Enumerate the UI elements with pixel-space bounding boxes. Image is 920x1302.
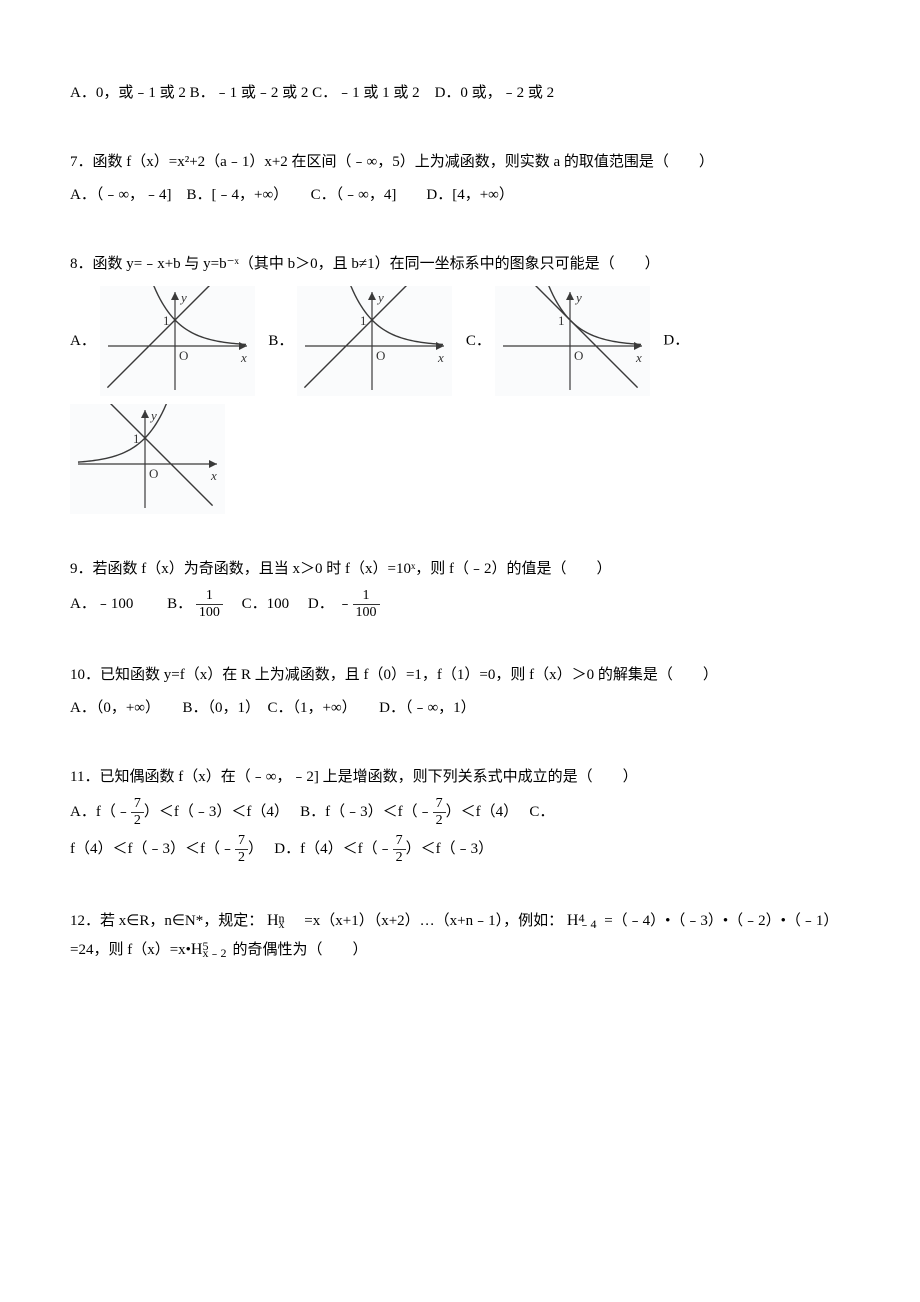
svg-text:O: O xyxy=(376,348,385,363)
q8-opt-c: C． y x O 1 xyxy=(466,286,650,396)
q12-d: 的奇偶性为（ ） xyxy=(232,942,367,958)
q12-stem: 12．若 x∈R，n∈N*，规定： Hnx =x（x+1）（x+2）…（x+n﹣… xyxy=(70,907,850,965)
q8-graph-row-2: y x O 1 xyxy=(70,404,850,514)
svg-text:x: x xyxy=(240,350,247,365)
q11-a-mid: ）＜f（﹣3）＜f（4） xyxy=(144,804,282,820)
graph-c: y x O 1 xyxy=(495,286,650,396)
q9-d: D． xyxy=(308,596,334,612)
svg-text:x: x xyxy=(437,350,444,365)
q11-line1: A．f（﹣72）＜f（﹣3）＜f（4） B．f（﹣3）＜f（﹣72）＜f（4） … xyxy=(70,797,850,828)
q11-c-post: ） xyxy=(248,841,256,857)
q11-d-frac: 72 xyxy=(393,834,406,865)
svg-text:O: O xyxy=(574,348,583,363)
svg-text:y: y xyxy=(574,290,582,305)
q12-a: 12．若 x∈R，n∈N*，规定： xyxy=(70,913,263,929)
q11-a-pre: A．f（﹣ xyxy=(70,804,131,820)
q9-frac-pos-d: 100 xyxy=(196,605,223,620)
graph-a: y x O 1 xyxy=(100,286,255,396)
svg-text:y: y xyxy=(376,290,384,305)
q8-opt-d: y x O 1 xyxy=(70,404,225,514)
question-11: 11．已知偶函数 f（x）在（﹣∞，﹣2] 上是增函数，则下列关系式中成立的是（… xyxy=(70,764,850,865)
q11-line2: f（4）＜f（﹣3）＜f（﹣72） D．f（4）＜f（﹣72）＜f（﹣3） xyxy=(70,834,850,865)
q11-d-mid: ）＜f（﹣3） xyxy=(406,841,494,857)
svg-text:1: 1 xyxy=(163,313,170,328)
q11-d-pre: D．f（4）＜f（﹣ xyxy=(274,841,392,857)
q12-b: =x（x+1）（x+2）…（x+n﹣1），例如： xyxy=(304,913,563,929)
q9-frac-neg-d: 100 xyxy=(353,605,380,620)
q9-stem: 9．若函数 f（x）为奇函数，且当 x＞0 时 f（x）=10ˣ，则 f（﹣2）… xyxy=(70,556,850,583)
q6-options: A．0，或﹣1 或 2 B．﹣1 或﹣2 或 2 C．﹣1 或 1 或 2 D．… xyxy=(70,80,850,107)
q10-options: A．（0，+∞） B．（0，1） C．（1，+∞） D．（﹣∞，1） xyxy=(70,695,850,722)
q7-options: A．（﹣∞，﹣4] B．[﹣4，+∞） C．（﹣∞，4] D．[4，+∞） xyxy=(70,182,850,209)
q9-frac-neg-n: 1 xyxy=(353,589,380,605)
question-8: 8．函数 y=﹣x+b 与 y=b⁻ˣ（其中 b＞0，且 b≠1）在同一坐标系中… xyxy=(70,251,850,514)
q9-c: C．100 xyxy=(242,596,290,612)
q9-frac-neg: 1 100 xyxy=(353,589,380,620)
q8-label-c: C． xyxy=(466,328,491,355)
q8-label-a: A． xyxy=(70,328,96,355)
svg-text:1: 1 xyxy=(558,313,565,328)
q11-a-frac: 72 xyxy=(131,797,144,828)
q11-c-label: C． xyxy=(529,804,554,820)
svg-text:1: 1 xyxy=(360,313,367,328)
svg-text:y: y xyxy=(179,290,187,305)
q9-a: A．﹣100 xyxy=(70,596,133,612)
q11-b-pre: B．f（﹣3）＜f（﹣ xyxy=(300,804,433,820)
q11-b-frac: 72 xyxy=(433,797,446,828)
question-12: 12．若 x∈R，n∈N*，规定： Hnx =x（x+1）（x+2）…（x+n﹣… xyxy=(70,907,850,965)
q8-opt-a: A． y x O 1 xyxy=(70,286,255,396)
svg-text:x: x xyxy=(210,468,217,483)
h-symbol-1: H xyxy=(267,912,279,929)
svg-text:O: O xyxy=(179,348,188,363)
q9-b: B． xyxy=(167,596,192,612)
q11-b-post: ）＜f（4） xyxy=(446,804,511,820)
question-10: 10．已知函数 y=f（x）在 R 上为减函数，且 f（0）=1，f（1）=0，… xyxy=(70,662,850,722)
q8-opt-b: B． y x O 1 xyxy=(268,286,452,396)
q11-stem: 11．已知偶函数 f（x）在（﹣∞，﹣2] 上是增函数，则下列关系式中成立的是（… xyxy=(70,764,850,791)
question-7: 7．函数 f（x）=x²+2（a﹣1）x+2 在区间（﹣∞，5）上为减函数，则实… xyxy=(70,149,850,209)
q8-stem: 8．函数 y=﹣x+b 与 y=b⁻ˣ（其中 b＞0，且 b≠1）在同一坐标系中… xyxy=(70,251,850,278)
q8-graph-row-1: A． y x O 1 B． y x O 1 C． y x O 1 D． xyxy=(70,286,850,396)
graph-d: y x O 1 xyxy=(70,404,225,514)
q9-frac-pos-n: 1 xyxy=(196,589,223,605)
q9-neg: ﹣ xyxy=(338,596,353,612)
h1-subsup: nx xyxy=(279,912,301,932)
h2-subsup: 4﹣4 xyxy=(578,912,600,932)
q9-frac-pos: 1 100 xyxy=(196,589,223,620)
q11-c-line: f（4）＜f（﹣3）＜f（﹣ xyxy=(70,841,235,857)
q7-stem: 7．函数 f（x）=x²+2（a﹣1）x+2 在区间（﹣∞，5）上为减函数，则实… xyxy=(70,149,850,176)
svg-text:O: O xyxy=(149,466,158,481)
svg-text:1: 1 xyxy=(133,431,140,446)
q10-stem: 10．已知函数 y=f（x）在 R 上为减函数，且 f（0）=1，f（1）=0，… xyxy=(70,662,850,689)
graph-b: y x O 1 xyxy=(297,286,452,396)
svg-text:y: y xyxy=(149,408,157,423)
svg-text:x: x xyxy=(635,350,642,365)
question-9: 9．若函数 f（x）为奇函数，且当 x＞0 时 f（x）=10ˣ，则 f（﹣2）… xyxy=(70,556,850,620)
q8-label-b: B． xyxy=(268,328,293,355)
h-symbol-3: H xyxy=(191,941,203,958)
question-6-options: A．0，或﹣1 或 2 B．﹣1 或﹣2 或 2 C．﹣1 或 1 或 2 D．… xyxy=(70,80,850,107)
q8-label-d: D． xyxy=(663,332,689,348)
q11-c-frac: 72 xyxy=(235,834,248,865)
q9-options: A．﹣100 B． 1 100 C．100 D． ﹣ 1 100 xyxy=(70,589,850,620)
h-symbol-2: H xyxy=(567,912,579,929)
h3-subsup: 5x﹣2 xyxy=(202,940,232,960)
